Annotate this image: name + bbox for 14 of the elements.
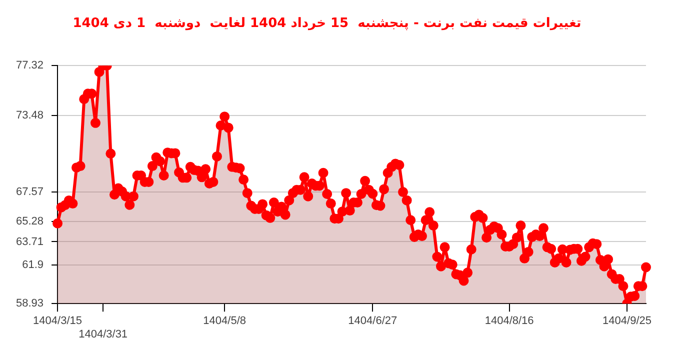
chart-title: تغییرات قیمت نفت برنت - پنجشنبه 15 خرداد 1404 لغایت دوشنبه 1 دی 1404 bbox=[72, 16, 582, 32]
y-tick-label: 73.48 bbox=[16, 109, 44, 122]
x-tick-label: 1404/6/27 bbox=[348, 315, 398, 328]
y-tick-label: 61.9 bbox=[22, 259, 44, 272]
x-tick-label: 1404/3/15 bbox=[33, 315, 82, 328]
x-tick-label: 1404/8/16 bbox=[484, 315, 534, 328]
y-tick-label: 65.28 bbox=[16, 215, 44, 228]
y-tick-label: 67.57 bbox=[16, 186, 44, 198]
y-tick-label: 58.93 bbox=[16, 298, 44, 310]
y-tick-label: 63.71 bbox=[16, 236, 44, 248]
x-tick-label: 1404/5/8 bbox=[203, 315, 246, 328]
y-tick-label: 77.32 bbox=[16, 60, 44, 72]
x-tick-label: 1404/3/31 bbox=[78, 328, 128, 340]
x-tick-label: 1404/9/25 bbox=[602, 315, 652, 328]
